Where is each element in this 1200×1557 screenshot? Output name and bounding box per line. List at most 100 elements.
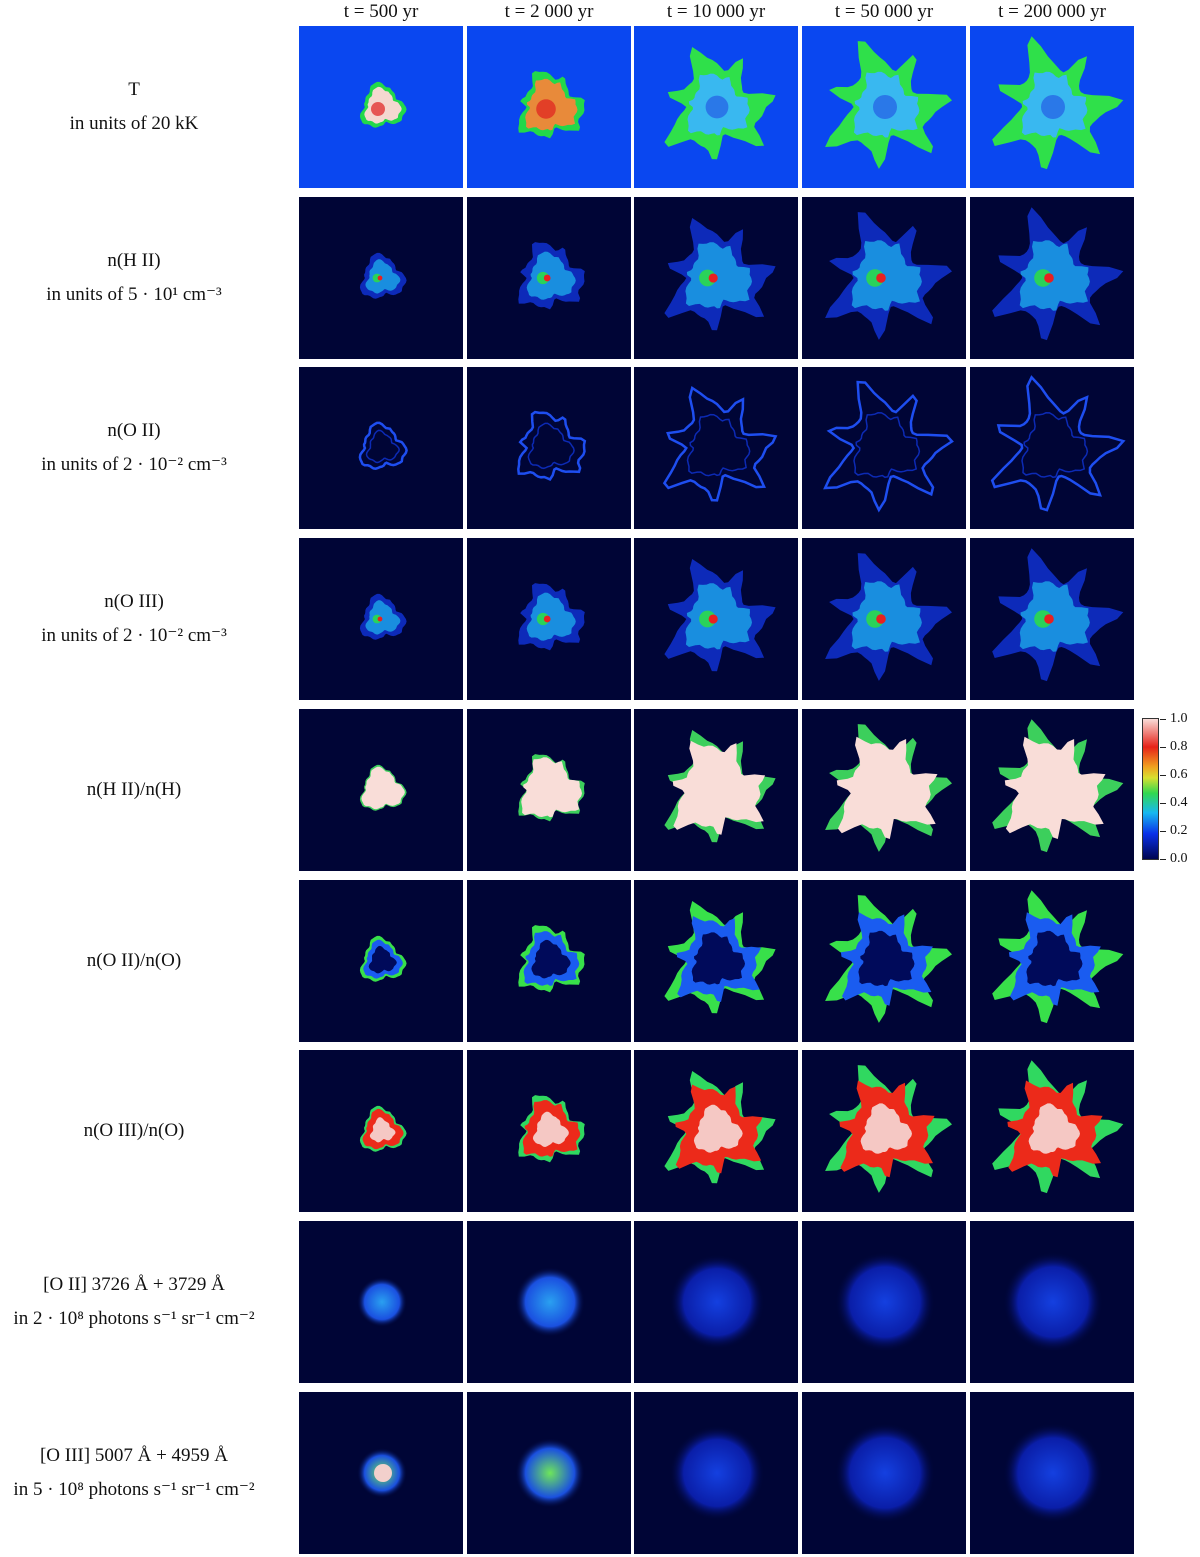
map-panel [970,538,1134,700]
map-image [970,367,1134,529]
map-image [299,26,463,188]
emission-blob [357,1277,407,1327]
map-image [802,197,966,359]
map-panel [802,367,966,529]
row-label: n(H II)/n(H) [0,773,268,807]
map-image [802,538,966,700]
colorbar-tick-label: 0.2 [1170,823,1188,838]
map-image [970,1221,1134,1383]
map-image [802,1392,966,1554]
region-clumps [365,600,401,635]
region-clumps [1019,240,1090,311]
map-panel [802,880,966,1042]
region-center [1041,95,1065,119]
map-image [970,1050,1134,1212]
map-panel [299,538,463,700]
row-label-quantity: n(H II) [107,250,161,271]
row-label-quantity: [O II] 3726 Å + 3729 Å [43,1274,225,1295]
map-panel [467,1221,631,1383]
region-peak [708,273,718,283]
map-panel [299,709,463,871]
row-label-units: in units of 20 kK [69,113,199,134]
map-image [467,197,631,359]
map-image [970,880,1134,1042]
map-image [970,538,1134,700]
row-label: n(O III) in units of 2 · 10⁻² cm⁻³ [0,585,268,653]
map-background [467,367,631,529]
map-panel [802,538,966,700]
map-image [802,1221,966,1383]
map-panel [467,1050,631,1212]
region-peak [708,614,718,624]
map-panel [467,26,631,188]
map-image [970,1392,1134,1554]
hot-spot [536,99,556,119]
map-panel [467,197,631,359]
row-label-units: in units of 2 · 10⁻² cm⁻³ [41,454,227,475]
region-inner [527,422,575,470]
map-panel [634,709,798,871]
region-inner [853,412,921,479]
region-peak [543,274,551,282]
emission-blob [1003,1423,1103,1523]
region-clumps [685,583,752,650]
map-panel [467,367,631,529]
column-header: t = 500 yr [343,1,419,22]
map-panel [802,709,966,871]
region-clumps [851,240,922,311]
row-label: n(O II)/n(O) [0,944,268,978]
region-core [1026,930,1083,987]
colorbar-tick [1160,859,1166,860]
region-clumps [526,251,576,300]
map-image [634,26,798,188]
map-panel [299,367,463,529]
emission-peak [374,1464,392,1482]
map-panel [299,1050,463,1212]
map-image [467,880,631,1042]
emission-blob [515,1267,585,1337]
region-edge [358,421,408,470]
map-panel [467,880,631,1042]
region-core [836,736,938,839]
row-label-units: in units of 5 · 10¹ cm⁻³ [46,284,222,305]
row-label-quantity: n(O III) [104,591,164,612]
region-peak [876,273,886,283]
map-panel [634,538,798,700]
map-panel [299,197,463,359]
row-label-quantity: n(O III)/n(O) [83,1120,185,1141]
map-image [299,197,463,359]
map-panel [802,1050,966,1212]
map-panel [802,1392,966,1554]
map-panel [467,709,631,871]
map-image [467,367,631,529]
map-image [634,880,798,1042]
map-image [634,1392,798,1554]
map-image [299,367,463,529]
emission-blob [669,1254,765,1350]
map-image [634,197,798,359]
colorbar [1142,718,1159,860]
region-core [860,1103,912,1154]
map-panel [970,1392,1134,1554]
map-background [299,367,463,529]
map-image [467,709,631,871]
region-edge [823,380,954,513]
map-image [299,1392,463,1554]
map-image [802,709,966,871]
map-panel [802,1221,966,1383]
map-panel [970,709,1134,871]
map-image [802,1050,966,1212]
map-panel [634,367,798,529]
emission-blob [669,1425,765,1521]
column-header: t = 200 000 yr [998,1,1106,22]
region-clumps [365,259,401,294]
map-image [970,26,1134,188]
row-label-quantity: n(O II)/n(O) [86,950,182,971]
row-label-quantity: n(H II)/n(H) [86,779,182,800]
region-center [705,95,729,119]
region-core [1028,1103,1080,1154]
map-background [634,367,798,529]
map-image [634,367,798,529]
map-image [467,26,631,188]
